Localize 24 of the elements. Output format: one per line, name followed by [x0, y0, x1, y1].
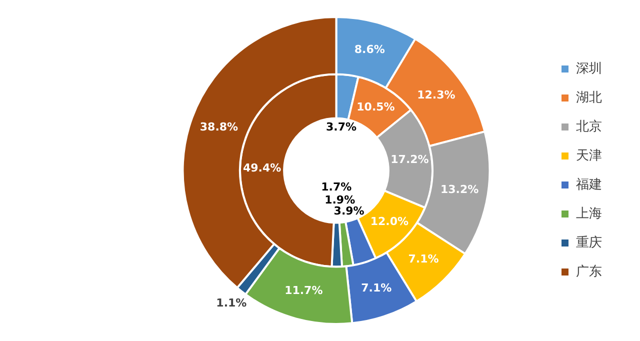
data-label: 3.7% — [326, 120, 356, 134]
data-label: 8.6% — [354, 43, 385, 56]
legend-label: 广东 — [576, 264, 602, 280]
data-label: 12.3% — [417, 88, 456, 102]
data-label: 17.2% — [390, 152, 429, 166]
data-label: 49.4% — [242, 162, 282, 175]
legend-label: 上海 — [576, 206, 602, 222]
legend-label: 福建 — [576, 177, 602, 192]
data-label: 7.1% — [361, 282, 392, 295]
legend-label: 重庆 — [576, 235, 602, 250]
legend-label: 天津 — [576, 148, 602, 164]
data-label: 1.1% — [216, 296, 247, 310]
data-label: 3.9% — [334, 204, 364, 218]
legend-label: 北京 — [576, 119, 602, 134]
data-label: 1.7% — [321, 180, 352, 194]
legend-label: 深圳 — [576, 61, 602, 76]
data-label: 13.2% — [440, 183, 479, 196]
data-label: 12.0% — [370, 215, 409, 228]
data-label: 10.5% — [356, 100, 395, 114]
data-label: 1.9% — [324, 193, 356, 206]
data-label: 7.1% — [408, 252, 439, 266]
data-label: 38.8% — [200, 120, 238, 134]
legend-label: 湖北 — [576, 90, 602, 106]
data-label: 11.7% — [284, 284, 323, 297]
